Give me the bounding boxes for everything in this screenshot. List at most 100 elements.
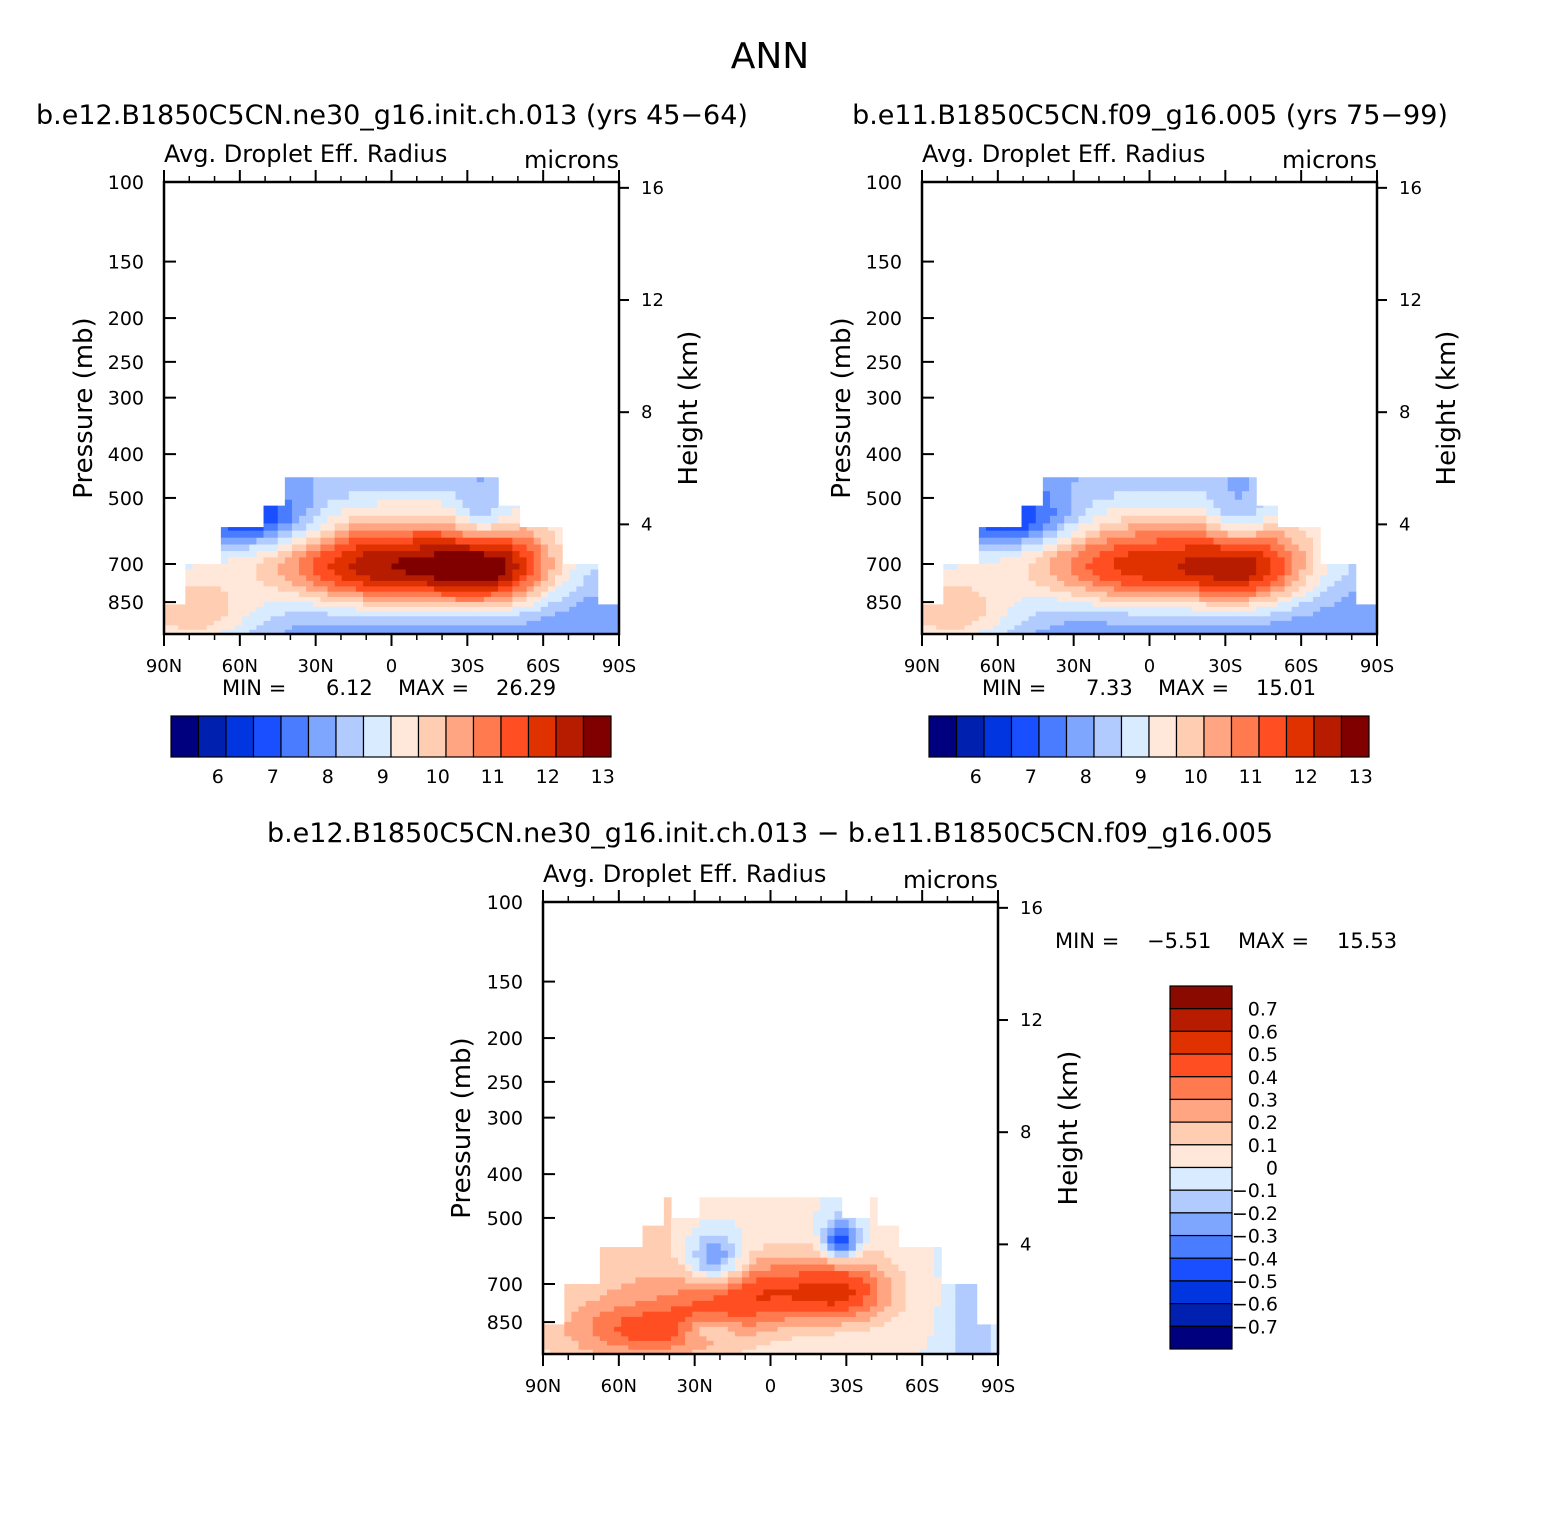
contour-cell bbox=[242, 611, 250, 617]
contour-cell bbox=[526, 586, 535, 593]
contour-cell bbox=[877, 1271, 885, 1279]
contour-cell bbox=[327, 606, 336, 613]
contour-cell bbox=[813, 1349, 821, 1355]
contour-cell bbox=[1128, 606, 1136, 613]
contour-cell bbox=[943, 563, 952, 571]
contour-cell bbox=[877, 1336, 885, 1342]
contour-cell bbox=[1220, 601, 1229, 608]
contour-cell bbox=[313, 591, 322, 598]
contour-cell bbox=[405, 477, 414, 483]
contour-cell bbox=[455, 601, 464, 608]
contour-cell bbox=[1113, 557, 1122, 565]
contour-cell bbox=[834, 1349, 843, 1355]
contour-cell bbox=[540, 530, 549, 539]
contour-cell bbox=[1256, 591, 1264, 598]
contour-cell bbox=[720, 1336, 729, 1342]
contour-cell bbox=[1320, 596, 1328, 603]
contour-cell bbox=[1177, 620, 1186, 626]
contour-cell bbox=[578, 1336, 587, 1342]
contour-cell bbox=[912, 1331, 921, 1337]
contour-cell bbox=[670, 1219, 679, 1229]
contour-cell bbox=[405, 625, 414, 631]
contour-cell bbox=[306, 563, 314, 571]
contour-cell bbox=[448, 523, 457, 532]
contour-cell bbox=[242, 575, 250, 582]
contour-cell bbox=[827, 1345, 836, 1351]
contour-cell bbox=[1042, 563, 1051, 571]
contour-cell bbox=[713, 1345, 722, 1351]
contour-cell bbox=[469, 616, 478, 622]
contour-cell bbox=[469, 611, 478, 617]
contour-cell bbox=[1085, 515, 1094, 524]
contour-cell bbox=[455, 551, 464, 559]
contour-cell bbox=[670, 1345, 679, 1351]
contour-cell bbox=[491, 537, 499, 546]
contour-cell bbox=[313, 482, 322, 492]
contour-cell bbox=[384, 596, 393, 603]
contour-cell bbox=[1270, 537, 1279, 546]
contour-cell bbox=[299, 586, 307, 593]
contour-cell bbox=[291, 629, 300, 635]
contour-cell bbox=[950, 563, 959, 571]
contour-cell bbox=[284, 523, 293, 532]
contour-cell bbox=[476, 482, 485, 492]
contour-cell bbox=[391, 482, 400, 492]
contour-cell bbox=[1284, 601, 1293, 608]
contour-cell bbox=[1064, 563, 1072, 571]
contour-cell bbox=[770, 1289, 779, 1296]
x-tick-label: 60S bbox=[1284, 656, 1318, 677]
contour-cell bbox=[621, 1336, 629, 1342]
contour-cell bbox=[614, 1349, 622, 1355]
contour-cell bbox=[685, 1271, 693, 1279]
contour-cell bbox=[919, 1257, 928, 1266]
contour-cell bbox=[806, 1202, 814, 1212]
contour-cell bbox=[770, 1202, 779, 1212]
contour-cell bbox=[249, 527, 258, 532]
contour-cell bbox=[848, 1289, 857, 1296]
contour-cell bbox=[291, 625, 300, 631]
colorbar-box bbox=[1169, 1303, 1233, 1327]
contour-cell bbox=[1277, 580, 1286, 587]
contour-cell bbox=[978, 620, 987, 626]
contour-cell bbox=[898, 1349, 907, 1355]
contour-cell bbox=[1277, 629, 1286, 635]
contour-cell bbox=[583, 569, 592, 576]
contour-cell bbox=[476, 530, 485, 539]
contour-cell bbox=[398, 616, 407, 622]
contour-cell bbox=[227, 601, 236, 608]
contour-cell bbox=[1241, 611, 1250, 617]
contour-cell bbox=[320, 586, 329, 593]
contour-cell bbox=[1341, 625, 1350, 631]
contour-cell bbox=[341, 611, 350, 617]
contour-cell bbox=[777, 1211, 786, 1221]
contour-cell bbox=[621, 1277, 629, 1285]
contour-cell bbox=[398, 601, 407, 608]
contour-cell bbox=[505, 601, 513, 608]
contour-cell bbox=[597, 616, 606, 622]
contour-cell bbox=[571, 1326, 580, 1333]
contour-cell bbox=[1341, 606, 1350, 613]
contour-cell bbox=[713, 1349, 722, 1355]
contour-cell bbox=[1341, 586, 1350, 593]
contour-cell bbox=[922, 616, 930, 622]
contour-cell bbox=[491, 515, 499, 524]
contour-cell bbox=[962, 1289, 971, 1296]
contour-cell bbox=[649, 1316, 658, 1323]
contour-cell bbox=[827, 1336, 836, 1342]
contour-cell bbox=[476, 616, 485, 622]
contour-cell bbox=[526, 530, 535, 539]
contour-cell bbox=[1348, 629, 1357, 635]
contour-cell bbox=[256, 575, 265, 582]
contour-cell bbox=[256, 616, 265, 622]
contour-cell bbox=[943, 616, 952, 622]
contour-cell bbox=[1177, 544, 1186, 552]
contour-cell bbox=[727, 1316, 736, 1323]
contour-cell bbox=[606, 1250, 615, 1259]
contour-cell bbox=[242, 596, 250, 603]
contour-cell bbox=[242, 625, 250, 631]
contour-cell bbox=[220, 537, 229, 546]
contour-cell bbox=[791, 1321, 800, 1328]
contour-cell bbox=[827, 1349, 836, 1355]
contour-cell bbox=[557, 1336, 565, 1342]
contour-cell bbox=[1213, 601, 1222, 608]
